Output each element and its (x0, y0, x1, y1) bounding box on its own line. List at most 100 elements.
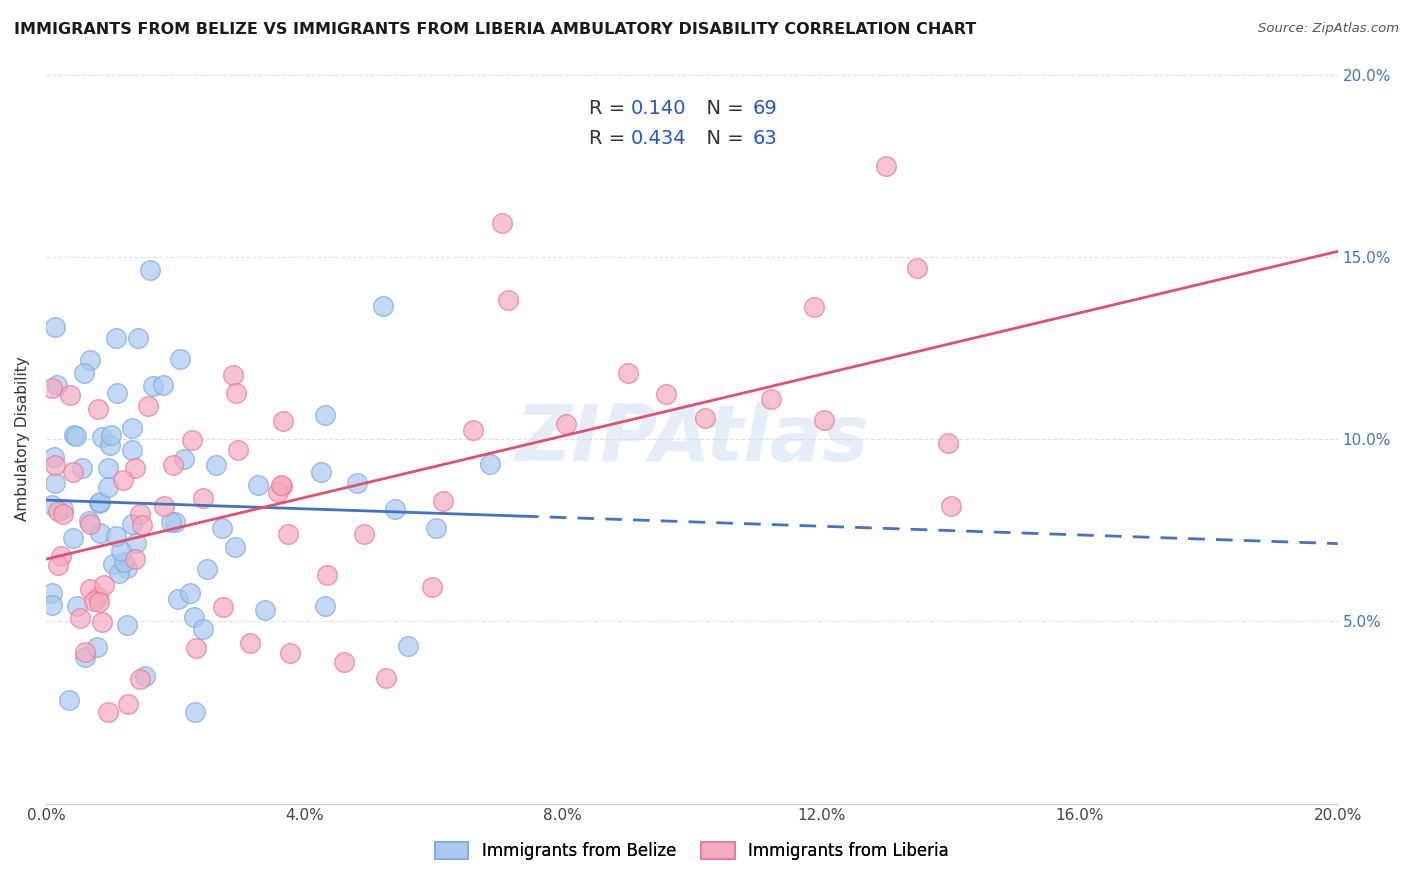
Point (63, 428, 86, 442)
Point (101, 557, 124, 571)
Point (87, 401, 110, 416)
Point (46, 558, 69, 573)
Point (91, 615, 114, 629)
Point (425, 521, 447, 535)
Text: ZIPAtlas: ZIPAtlas (515, 401, 869, 477)
Point (617, 366, 640, 380)
Point (432, 494, 454, 508)
Point (162, 458, 184, 472)
Point (66, 599, 89, 613)
Point (72, 366, 94, 380)
Point (813, 413, 835, 427)
Point (277, 526, 299, 541)
Text: N =: N = (695, 129, 751, 148)
Point (44, 476, 66, 491)
Point (115, 618, 138, 632)
Point (108, 566, 131, 580)
Point (270, 479, 292, 493)
Point (41, 586, 63, 600)
Point (875, 159, 897, 173)
Point (224, 541, 246, 555)
Point (79, 582, 101, 596)
Point (163, 516, 186, 530)
Point (396, 639, 419, 653)
Point (121, 421, 143, 435)
Point (41, 381, 63, 395)
Point (87, 594, 110, 608)
Point (44, 319, 66, 334)
Point (353, 527, 375, 541)
Point (803, 300, 825, 314)
Point (104, 331, 127, 345)
Point (89, 525, 111, 540)
Point (280, 646, 302, 660)
Point (79, 353, 101, 368)
Point (759, 392, 782, 407)
Point (655, 387, 678, 401)
Point (226, 442, 249, 457)
Point (42, 450, 65, 464)
Text: 69: 69 (752, 98, 778, 118)
Point (41, 598, 63, 612)
Text: Source: ZipAtlas.com: Source: ZipAtlas.com (1258, 22, 1399, 36)
Point (97, 461, 120, 475)
Point (44, 458, 66, 472)
Point (373, 299, 395, 313)
Point (62, 531, 84, 545)
Point (181, 433, 204, 447)
Text: IMMIGRANTS FROM BELIZE VS IMMIGRANTS FROM LIBERIA AMBULATORY DISABILITY CORRELAT: IMMIGRANTS FROM BELIZE VS IMMIGRANTS FRO… (14, 22, 976, 37)
Point (905, 260, 928, 275)
Point (127, 331, 149, 345)
Point (62, 465, 84, 479)
Point (136, 400, 159, 414)
Point (117, 697, 139, 711)
Point (86, 640, 108, 655)
Point (58, 693, 80, 707)
Point (69, 610, 91, 624)
Point (225, 386, 247, 401)
Point (420, 580, 443, 594)
Point (121, 442, 143, 457)
Point (124, 551, 146, 566)
Text: R =: R = (589, 129, 631, 148)
Point (254, 602, 277, 616)
Point (107, 386, 129, 401)
Point (183, 609, 205, 624)
Point (65, 429, 87, 443)
Point (115, 560, 138, 574)
Point (131, 517, 153, 532)
Point (193, 491, 215, 505)
Point (97, 480, 120, 494)
Point (52, 508, 75, 522)
Point (169, 351, 191, 366)
Point (125, 535, 148, 549)
Point (693, 410, 716, 425)
Point (139, 263, 162, 277)
Point (191, 622, 214, 636)
Point (128, 507, 150, 521)
Point (184, 706, 207, 720)
Legend: Immigrants from Belize, Immigrants from Liberia: Immigrants from Belize, Immigrants from … (427, 833, 957, 868)
Point (112, 473, 135, 487)
Point (195, 562, 218, 576)
Point (346, 476, 368, 491)
Point (41, 498, 63, 512)
Point (87, 591, 110, 605)
Point (72, 461, 94, 475)
Point (205, 458, 228, 473)
Point (93, 578, 115, 592)
Point (79, 516, 101, 531)
Point (270, 478, 292, 492)
Point (46, 378, 69, 392)
Point (333, 655, 356, 669)
Point (159, 515, 181, 529)
Point (52, 502, 75, 516)
Point (239, 636, 262, 650)
Point (121, 516, 143, 531)
Point (939, 500, 962, 514)
Point (491, 216, 513, 230)
Point (246, 478, 269, 492)
Point (152, 378, 174, 392)
Text: R =: R = (589, 98, 631, 118)
Text: 63: 63 (752, 129, 778, 148)
